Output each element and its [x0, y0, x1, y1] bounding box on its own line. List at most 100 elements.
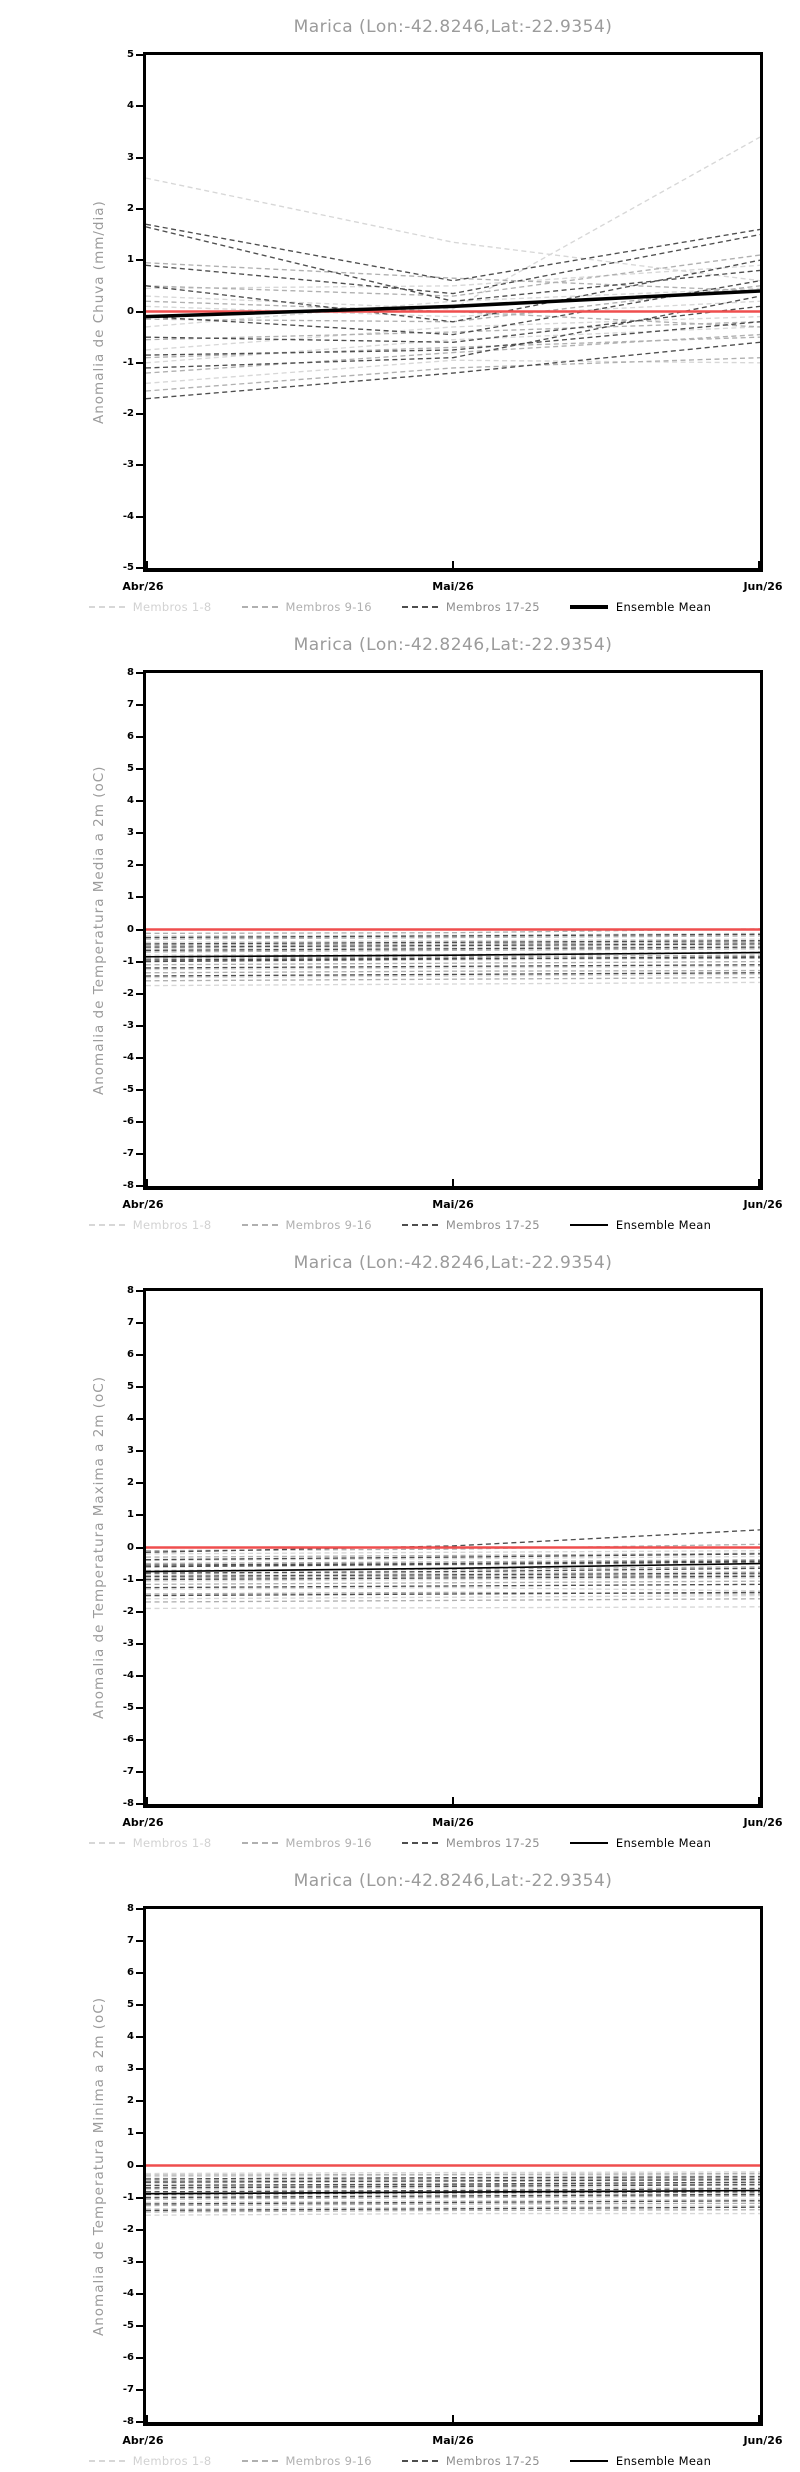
legend: Membros 1-8 Membros 9-16 Membros 17-25 E…	[0, 1218, 800, 1232]
legend: Membros 1-8 Membros 9-16 Membros 17-25 E…	[0, 1836, 800, 1850]
y-tick-mark	[136, 54, 143, 56]
x-tick-abr: Abr/26	[122, 2434, 164, 2447]
y-tick-mark	[136, 413, 143, 416]
y-tick-label: 8	[127, 1285, 134, 1296]
chart-mean-temp-anomaly: Marica (Lon:-42.8246,Lat:-22.9354) Anoma…	[0, 618, 800, 1236]
y-tick-mark	[136, 2100, 143, 2103]
y-tick-mark	[136, 864, 143, 867]
ensemble-lines-svg	[146, 1529, 760, 1610]
y-tick-label: 7	[127, 699, 134, 711]
y-tick-mark	[136, 2004, 143, 2007]
y-tick-mark	[136, 2421, 143, 2423]
y-tick-mark	[136, 1578, 143, 1581]
y-tick-label: -8	[122, 2416, 134, 2427]
x-tick-mark	[758, 2415, 760, 2422]
y-tick-mark	[136, 1770, 143, 1773]
y-tick-mark	[136, 2356, 143, 2359]
y-tick-mark	[136, 2228, 143, 2231]
legend-item-membros-9-16: Membros 9-16	[241, 2454, 372, 2468]
y-tick-label: 6	[127, 1967, 134, 1979]
y-tick-mark	[136, 2164, 143, 2167]
dashed-line-sample	[401, 1224, 438, 1226]
y-tick-mark	[136, 207, 143, 210]
x-tick-mark	[758, 1179, 760, 1186]
y-tick-mark	[136, 2196, 143, 2199]
y-tick-label: 8	[127, 1903, 134, 1914]
x-tick-jun: Jun/26	[743, 580, 783, 593]
y-tick-mark	[136, 310, 143, 313]
y-tick-mark	[136, 2324, 143, 2327]
y-tick-label: 4	[127, 100, 134, 112]
y-tick-mark	[136, 1290, 143, 1292]
y-tick-label: 1	[127, 1509, 134, 1521]
solid-line-sample	[569, 1224, 608, 1226]
legend-item-membros-9-16: Membros 9-16	[241, 1218, 372, 1232]
legend-item-membros-17-25: Membros 17-25	[401, 1836, 540, 1850]
y-tick-label: -3	[122, 2255, 134, 2267]
y-tick-mark	[136, 1386, 143, 1389]
dashed-line-sample	[88, 1224, 125, 1226]
y-tick-mark	[136, 768, 143, 771]
y-tick-label: -1	[122, 356, 134, 368]
x-tick-mark	[146, 561, 148, 568]
ensemble-lines-svg	[146, 2164, 760, 2216]
y-tick-label: -4	[122, 1669, 134, 1681]
plot-area	[143, 52, 763, 572]
y-tick-label: 8	[127, 667, 134, 678]
y-tick-label: 0	[127, 305, 134, 317]
dashed-line-sample	[401, 1842, 438, 1844]
y-tick-mark	[136, 672, 143, 674]
legend-item-ensemble-mean: Ensemble Mean	[569, 1836, 711, 1850]
y-tick-mark	[136, 1803, 143, 1805]
y-tick-label: -4	[122, 510, 134, 522]
dashed-line-sample	[241, 2460, 278, 2462]
y-tick-mark	[136, 704, 143, 707]
x-tick-mark	[452, 1797, 454, 1804]
y-tick-label: 7	[127, 1317, 134, 1329]
y-tick-mark	[136, 960, 143, 963]
y-tick-mark	[136, 567, 143, 569]
y-tick-mark	[136, 992, 143, 995]
chart-title: Marica (Lon:-42.8246,Lat:-22.9354)	[293, 17, 613, 37]
y-tick-label: -1	[122, 955, 134, 967]
y-tick-mark	[136, 1610, 143, 1613]
y-tick-mark	[136, 1972, 143, 1975]
legend-item-ensemble-mean: Ensemble Mean	[569, 600, 711, 614]
legend-item-membros-17-25: Membros 17-25	[401, 600, 540, 614]
legend-item-membros-9-16: Membros 9-16	[241, 1836, 372, 1850]
y-tick-mark	[136, 736, 143, 739]
chart-max-temp-anomaly: Marica (Lon:-42.8246,Lat:-22.9354) Anoma…	[0, 1236, 800, 1854]
x-tick-mark	[452, 561, 454, 568]
x-tick-mai: Mai/26	[432, 1198, 474, 1211]
y-tick-label: -4	[122, 1051, 134, 1063]
chart-rain-anomaly: Marica (Lon:-42.8246,Lat:-22.9354) Anoma…	[0, 0, 800, 618]
y-tick-mark	[136, 105, 143, 108]
y-tick-label: 2	[127, 202, 134, 214]
y-tick-label: -5	[122, 1701, 134, 1713]
y-tick-label: 6	[127, 731, 134, 743]
dashed-line-sample	[241, 606, 278, 608]
y-tick-label: 7	[127, 1935, 134, 1947]
x-tick-mark	[452, 2415, 454, 2422]
y-tick-label: -4	[122, 2287, 134, 2299]
chart-title: Marica (Lon:-42.8246,Lat:-22.9354)	[293, 1871, 613, 1891]
chart-min-temp-anomaly: Marica (Lon:-42.8246,Lat:-22.9354) Anoma…	[0, 1854, 800, 2472]
y-tick-mark	[136, 2260, 143, 2263]
y-tick-label: 2	[127, 859, 134, 871]
solid-line-sample	[569, 2460, 608, 2462]
legend-item-membros-17-25: Membros 17-25	[401, 2454, 540, 2468]
y-tick-label: 0	[127, 2159, 134, 2171]
y-tick-mark	[136, 1450, 143, 1453]
y-tick-label: 5	[127, 763, 134, 775]
y-tick-mark	[136, 515, 143, 518]
y-tick-label: -2	[122, 408, 134, 420]
y-tick-label: 0	[127, 923, 134, 935]
dashed-line-sample	[88, 1842, 125, 1844]
y-tick-label: 5	[127, 1999, 134, 2011]
chart-title: Marica (Lon:-42.8246,Lat:-22.9354)	[293, 635, 613, 655]
solid-line-sample	[569, 605, 608, 609]
dashed-line-sample	[241, 1224, 278, 1226]
y-tick-mark	[136, 1418, 143, 1421]
y-tick-mark	[136, 2292, 143, 2295]
